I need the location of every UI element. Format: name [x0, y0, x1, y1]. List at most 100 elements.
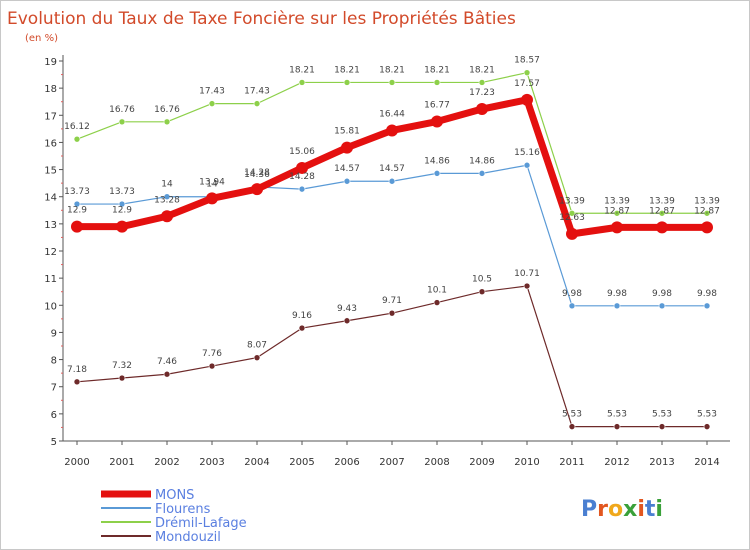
data-point	[523, 282, 531, 290]
x-tick-label: 2011	[559, 457, 584, 468]
data-label: 8.07	[247, 341, 267, 351]
y-tick-label: 17	[44, 111, 57, 122]
data-point	[433, 299, 441, 306]
data-point	[658, 209, 666, 217]
data-label: 9.98	[607, 289, 627, 299]
data-label: 18.21	[469, 65, 495, 75]
data-label: 12.9	[67, 206, 87, 216]
data-point	[343, 79, 351, 86]
chart-title: Evolution du Taux de Taxe Foncière sur l…	[7, 9, 516, 29]
data-label: 18.21	[379, 65, 405, 75]
data-label: 12.63	[559, 213, 585, 223]
data-label: 16.44	[379, 109, 405, 119]
logo-letter: t	[645, 497, 656, 522]
data-label: 14.57	[334, 164, 360, 174]
data-point	[703, 302, 711, 310]
data-label: 13.39	[559, 196, 585, 206]
data-label: 13.73	[64, 187, 90, 197]
data-label: 5.53	[652, 410, 672, 420]
data-point	[568, 209, 576, 217]
data-point	[73, 378, 81, 386]
data-point	[433, 170, 441, 177]
data-point	[118, 200, 126, 208]
data-label: 17.23	[469, 88, 495, 98]
data-point	[253, 100, 261, 107]
x-tick-label: 2012	[604, 457, 629, 468]
data-point	[118, 118, 126, 126]
data-point	[658, 302, 666, 310]
series-2	[73, 69, 711, 217]
data-point	[298, 185, 306, 193]
x-tick-label: 2006	[334, 457, 359, 468]
data-point	[206, 192, 218, 205]
x-tick-label: 2009	[469, 457, 494, 468]
logo-letter: i	[637, 497, 645, 522]
data-point	[568, 423, 576, 430]
data-label: 15.81	[334, 127, 360, 137]
data-label: 14	[206, 180, 218, 190]
logo-letter: x	[623, 497, 637, 522]
data-label: 9.43	[337, 304, 357, 314]
y-tick-label: 12	[44, 247, 57, 258]
data-point	[163, 370, 171, 378]
data-point	[73, 200, 81, 208]
data-label: 18.21	[424, 65, 450, 75]
data-label: 10.1	[427, 286, 447, 296]
data-labels-3: 7.18 7.32 7.46 7.76 8.07 9.16 9.43 9.71 10.1 10.5…	[67, 269, 717, 420]
data-label: 12.87	[604, 206, 630, 216]
data-label: 9.71	[382, 296, 402, 306]
data-point	[566, 227, 578, 240]
data-label: 13.39	[604, 196, 630, 206]
y-tick-label: 5	[51, 437, 57, 448]
data-label: 18.21	[289, 65, 315, 75]
x-tick-label: 2005	[289, 457, 314, 468]
legend-label: Mondouzil	[155, 530, 221, 545]
data-point	[296, 161, 308, 174]
data-point	[433, 79, 441, 86]
data-point	[71, 220, 83, 233]
data-point	[658, 423, 666, 430]
data-point	[163, 193, 171, 201]
x-tick-label: 2013	[649, 457, 674, 468]
data-point	[521, 93, 533, 106]
data-point	[388, 177, 396, 185]
logo-letter: i	[655, 497, 663, 522]
data-point	[343, 317, 351, 325]
y-tick-label: 15	[44, 166, 57, 177]
data-label: 17.43	[199, 87, 225, 97]
data-label: 12.9	[112, 206, 132, 216]
data-label: 7.32	[112, 361, 132, 371]
data-point	[431, 115, 443, 128]
data-point	[478, 170, 486, 177]
data-label: 7.76	[202, 349, 222, 359]
legend-label: Drémil-Lafage	[155, 516, 247, 531]
data-point	[298, 79, 306, 86]
data-label: 7.18	[67, 365, 87, 375]
data-label: 16.77	[424, 101, 450, 111]
y-tick-label: 13	[44, 220, 57, 231]
data-label: 9.98	[652, 289, 672, 299]
data-label: 14.28	[244, 168, 270, 178]
data-label: 14.28	[289, 172, 315, 182]
data-label: 5.53	[562, 410, 582, 420]
x-tick-label: 2014	[694, 457, 719, 468]
data-labels-0: 12.9 12.9 13.28 13.94 14.28 15.06 15.81 16.44 16…	[67, 79, 720, 223]
data-point	[476, 103, 488, 116]
data-point	[701, 221, 713, 234]
data-point	[656, 221, 668, 234]
data-label: 17.43	[244, 87, 270, 97]
data-point	[523, 161, 531, 169]
series-0	[71, 93, 713, 240]
y-tick-label: 11	[44, 274, 57, 285]
data-label: 14.57	[379, 164, 405, 174]
data-label: 13.39	[649, 196, 675, 206]
data-label: 14.36	[244, 170, 270, 180]
data-point	[298, 324, 306, 332]
data-label: 15.16	[514, 148, 540, 158]
data-point	[341, 141, 353, 154]
x-tick-label: 2003	[199, 457, 224, 468]
y-tick-label: 16	[44, 138, 57, 149]
data-point	[208, 100, 216, 107]
